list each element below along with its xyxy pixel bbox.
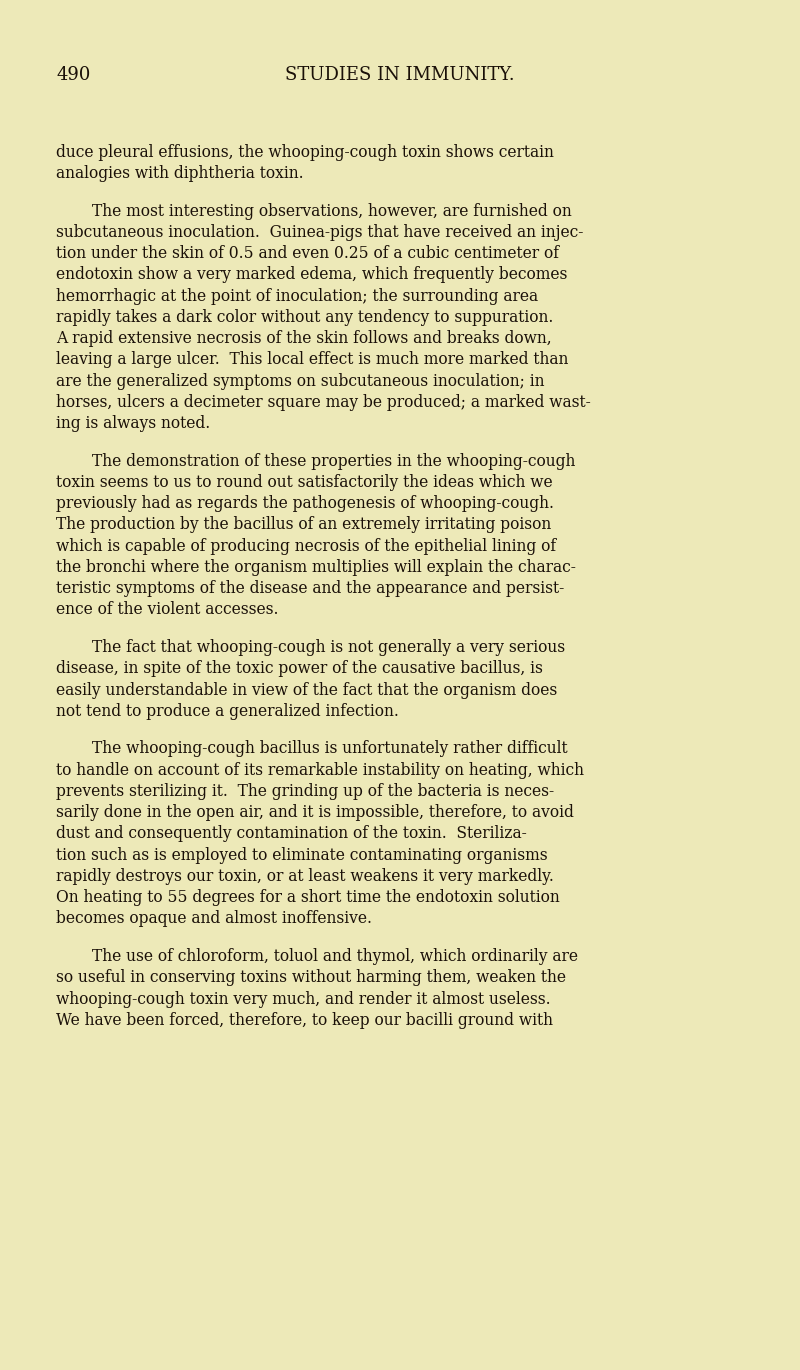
Text: dust and consequently contamination of the toxin.  Steriliza-: dust and consequently contamination of t… [56,825,526,843]
Text: On heating to 55 degrees for a short time the endotoxin solution: On heating to 55 degrees for a short tim… [56,889,560,906]
Text: teristic symptoms of the disease and the appearance and persist-: teristic symptoms of the disease and the… [56,580,564,597]
Text: leaving a large ulcer.  This local effect is much more marked than: leaving a large ulcer. This local effect… [56,351,568,369]
Text: The fact that whooping-cough is not generally a very serious: The fact that whooping-cough is not gene… [92,638,565,656]
Text: whooping-cough toxin very much, and render it almost useless.: whooping-cough toxin very much, and rend… [56,991,550,1007]
Text: rapidly destroys our toxin, or at least weakens it very markedly.: rapidly destroys our toxin, or at least … [56,867,554,885]
Text: the bronchi where the organism multiplies will explain the charac-: the bronchi where the organism multiplie… [56,559,576,575]
Text: hemorrhagic at the point of inoculation; the surrounding area: hemorrhagic at the point of inoculation;… [56,288,538,304]
Text: tion such as is employed to eliminate contaminating organisms: tion such as is employed to eliminate co… [56,847,548,863]
Text: easily understandable in view of the fact that the organism does: easily understandable in view of the fac… [56,681,558,699]
Text: disease, in spite of the toxic power of the causative bacillus, is: disease, in spite of the toxic power of … [56,660,543,677]
Text: tion under the skin of 0.5 and even 0.25 of a cubic centimeter of: tion under the skin of 0.5 and even 0.25… [56,245,559,262]
Text: rapidly takes a dark color without any tendency to suppuration.: rapidly takes a dark color without any t… [56,308,554,326]
Text: The use of chloroform, toluol and thymol, which ordinarily are: The use of chloroform, toluol and thymol… [92,948,578,964]
Text: 490: 490 [56,66,90,84]
Text: which is capable of producing necrosis of the epithelial lining of: which is capable of producing necrosis o… [56,537,556,555]
Text: duce pleural effusions, the whooping-cough toxin shows certain: duce pleural effusions, the whooping-cou… [56,144,554,160]
Text: previously had as regards the pathogenesis of whooping-cough.: previously had as regards the pathogenes… [56,495,554,512]
Text: not tend to produce a generalized infection.: not tend to produce a generalized infect… [56,703,399,719]
Text: horses, ulcers a decimeter square may be produced; a marked wast-: horses, ulcers a decimeter square may be… [56,393,590,411]
Text: becomes opaque and almost inoffensive.: becomes opaque and almost inoffensive. [56,910,372,927]
Text: toxin seems to us to round out satisfactorily the ideas which we: toxin seems to us to round out satisfact… [56,474,553,490]
Text: are the generalized symptoms on subcutaneous inoculation; in: are the generalized symptoms on subcutan… [56,373,545,389]
Text: so useful in conserving toxins without harming them, weaken the: so useful in conserving toxins without h… [56,969,566,986]
Text: sarily done in the open air, and it is impossible, therefore, to avoid: sarily done in the open air, and it is i… [56,804,574,821]
Text: The demonstration of these properties in the whooping-cough: The demonstration of these properties in… [92,452,575,470]
Text: subcutaneous inoculation.  Guinea-pigs that have received an injec-: subcutaneous inoculation. Guinea-pigs th… [56,223,583,241]
Text: The most interesting observations, however, are furnished on: The most interesting observations, howev… [92,203,572,219]
Text: endotoxin show a very marked edema, which frequently becomes: endotoxin show a very marked edema, whic… [56,266,567,284]
Text: The production by the bacillus of an extremely irritating poison: The production by the bacillus of an ext… [56,516,551,533]
Text: STUDIES IN IMMUNITY.: STUDIES IN IMMUNITY. [285,66,515,84]
Text: ing is always noted.: ing is always noted. [56,415,210,432]
Text: prevents sterilizing it.  The grinding up of the bacteria is neces-: prevents sterilizing it. The grinding up… [56,782,554,800]
Text: We have been forced, therefore, to keep our bacilli ground with: We have been forced, therefore, to keep … [56,1011,553,1029]
Text: to handle on account of its remarkable instability on heating, which: to handle on account of its remarkable i… [56,762,584,778]
Text: ence of the violent accesses.: ence of the violent accesses. [56,601,278,618]
Text: analogies with diphtheria toxin.: analogies with diphtheria toxin. [56,164,304,182]
Text: The whooping-cough bacillus is unfortunately rather difficult: The whooping-cough bacillus is unfortuna… [92,740,568,758]
Text: A rapid extensive necrosis of the skin follows and breaks down,: A rapid extensive necrosis of the skin f… [56,330,552,347]
